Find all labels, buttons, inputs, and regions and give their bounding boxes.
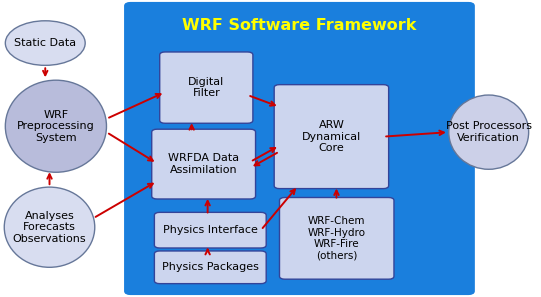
Text: Static Data: Static Data [14,38,76,48]
Text: ARW
Dynamical
Core: ARW Dynamical Core [302,120,361,153]
FancyBboxPatch shape [154,212,266,248]
Text: WRF
Preprocessing
System: WRF Preprocessing System [17,110,95,143]
Text: WRF Software Framework: WRF Software Framework [182,18,417,33]
Text: WRF-Chem
WRF-Hydro
WRF-Fire
(others): WRF-Chem WRF-Hydro WRF-Fire (others) [308,216,366,261]
Text: Physics Packages: Physics Packages [162,262,259,272]
Ellipse shape [5,21,85,65]
FancyBboxPatch shape [125,3,474,294]
FancyBboxPatch shape [154,251,266,284]
Text: Analyses
Forecasts
Observations: Analyses Forecasts Observations [12,211,87,244]
Ellipse shape [449,95,529,169]
FancyBboxPatch shape [160,52,253,123]
Ellipse shape [4,187,95,267]
Text: Post Processors
Verification: Post Processors Verification [446,121,532,143]
Text: Digital
Filter: Digital Filter [188,77,225,98]
FancyBboxPatch shape [151,129,255,199]
FancyBboxPatch shape [280,198,394,279]
Text: Physics Interface: Physics Interface [163,225,258,235]
FancyBboxPatch shape [274,85,388,189]
Text: WRFDA Data
Assimilation: WRFDA Data Assimilation [168,153,239,175]
Ellipse shape [5,80,107,172]
